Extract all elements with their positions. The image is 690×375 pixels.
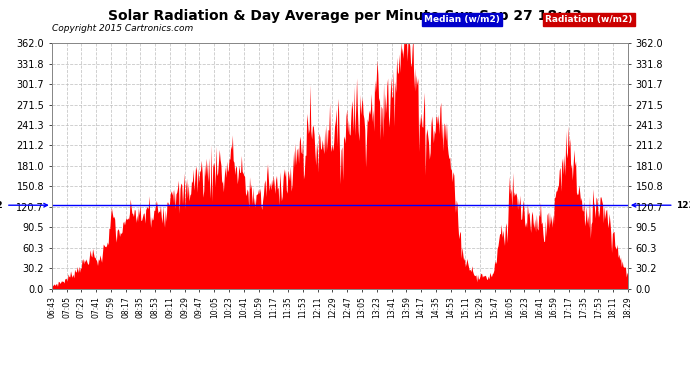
Text: Copyright 2015 Cartronics.com: Copyright 2015 Cartronics.com: [52, 24, 193, 33]
Text: 123.12: 123.12: [0, 201, 48, 210]
Text: Solar Radiation & Day Average per Minute Sun Sep 27 18:43: Solar Radiation & Day Average per Minute…: [108, 9, 582, 23]
Text: Median (w/m2): Median (w/m2): [424, 15, 500, 24]
Text: 123.12: 123.12: [632, 201, 690, 210]
Text: Radiation (w/m2): Radiation (w/m2): [545, 15, 633, 24]
